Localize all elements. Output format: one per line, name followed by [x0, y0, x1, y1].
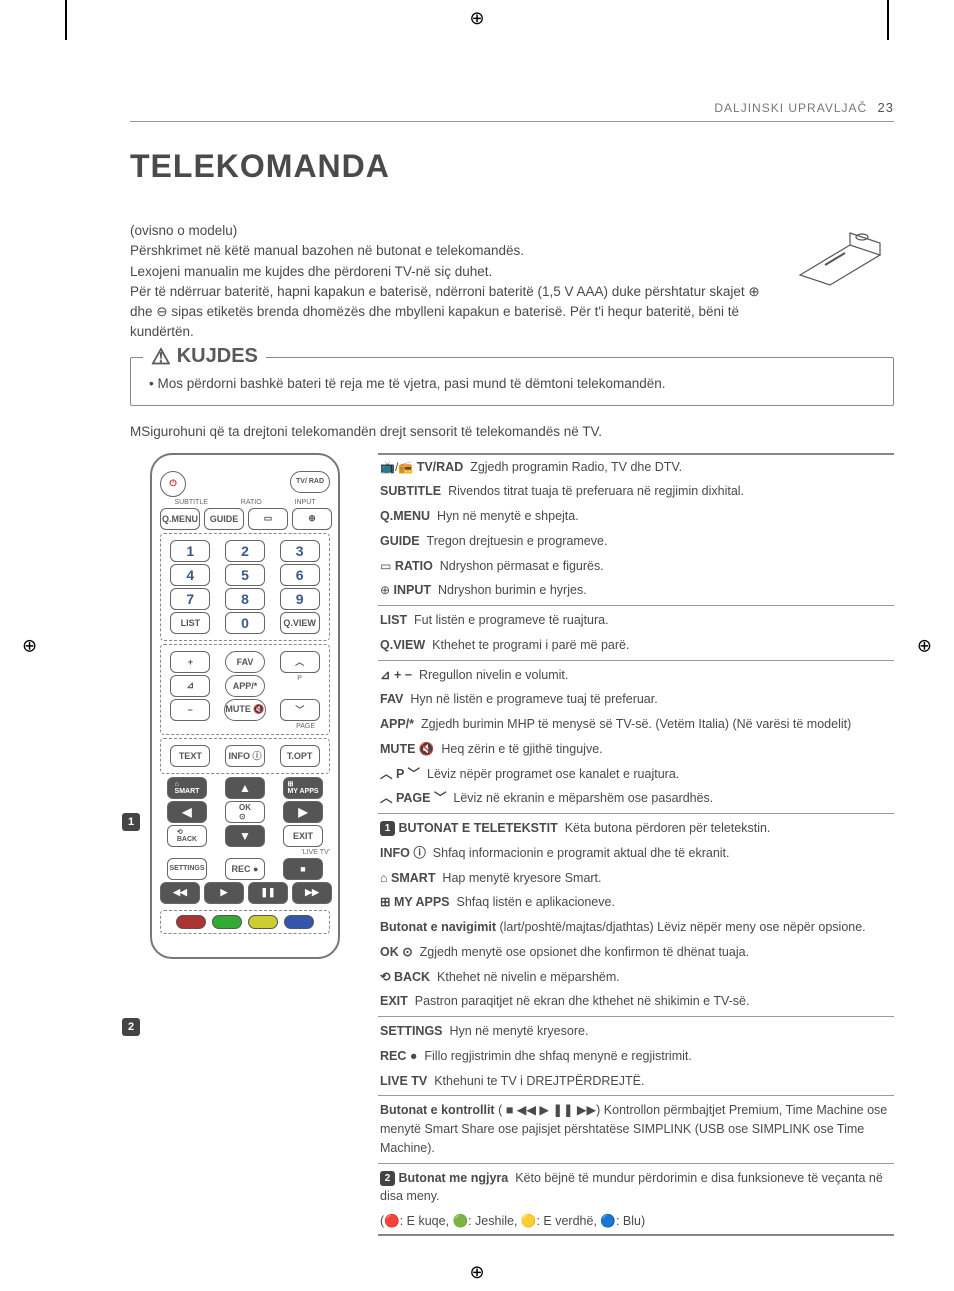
sensor-note: MSigurohuni që ta drejtoni telekomandën …	[130, 424, 894, 439]
ok-button: OK ⊙	[225, 801, 265, 823]
text-button: TEXT	[170, 745, 210, 767]
nav-down: ▼	[225, 825, 265, 847]
vol-up: +	[170, 651, 210, 673]
myapps-button: ⊞ MY APPS	[283, 777, 323, 799]
input-button: ⊕	[292, 508, 332, 530]
tvrad-button: TV/ RAD	[290, 471, 330, 493]
exit-button: EXIT	[283, 825, 323, 847]
intro-subtitle: (ovisno o modelu)	[130, 221, 770, 241]
topt-button: T.OPT	[280, 745, 320, 767]
rec-button: REC ●	[225, 858, 265, 880]
intro-p2: Lexojeni manualin me kujdes dhe përdoren…	[130, 262, 770, 282]
running-header: DALJINSKI UPRAVLJAČ 23	[130, 100, 894, 122]
warning-icon: ⚠	[151, 344, 171, 370]
info-button: INFO ⓘ	[225, 745, 265, 767]
page-number: 23	[878, 100, 894, 115]
intro-text: (ovisno o modelu) Përshkrimet në këtë ma…	[130, 221, 770, 343]
callout-1: 1	[122, 813, 140, 831]
registration-mark: ⊕	[469, 1262, 484, 1283]
caution-body: Mos përdorni bashkë bateri të reja me të…	[149, 368, 875, 391]
stop-button: ■	[283, 858, 323, 880]
nav-left: ◀	[167, 801, 207, 823]
back-button: ⟲ BACK	[167, 825, 207, 847]
qmenu-button: Q.MENU	[160, 508, 200, 530]
smart-button: ⌂ SMART	[167, 777, 207, 799]
callout-2: 2	[122, 1018, 140, 1036]
intro-p3: Për të ndërruar bateritë, hapni kapakun …	[130, 282, 770, 343]
power-button: ⏻	[160, 471, 186, 497]
color-buttons	[160, 910, 330, 934]
registration-mark: ⊕	[469, 8, 484, 29]
mute-button: MUTE 🔇	[224, 699, 265, 721]
number-pad: 123 456 789 LIST0Q.VIEW	[160, 533, 330, 641]
fav-button: FAV	[225, 651, 265, 673]
page-title: TELEKOMANDA	[130, 148, 894, 185]
registration-mark: ⊕	[917, 635, 932, 656]
guide-button: GUIDE	[204, 508, 244, 530]
app-button: APP/*	[225, 675, 265, 697]
nav-right: ▶	[283, 801, 323, 823]
vol-down: −	[170, 699, 210, 721]
caution-box: ⚠ KUJDES Mos përdorni bashkë bateri të r…	[130, 357, 894, 406]
intro-p1: Përshkrimet në këtë manual bazohen në bu…	[130, 241, 770, 261]
remote-illustration: ⏻ TV/ RAD SUBTITLE RATIO INPUT Q.MENU GU…	[150, 453, 340, 959]
battery-illustration	[790, 225, 890, 295]
description-list: 📺/📻 TV/RAD Zgjedh programin Radio, TV dh…	[378, 453, 894, 1236]
header-text: DALJINSKI UPRAVLJAČ	[714, 101, 867, 115]
p-up: ︿	[280, 651, 320, 673]
ratio-button: ▭	[248, 508, 288, 530]
registration-mark: ⊕	[22, 635, 37, 656]
caution-title: ⚠ KUJDES	[143, 344, 266, 370]
p-down: ﹀	[280, 699, 320, 721]
settings-button: SETTINGS	[167, 858, 207, 880]
nav-up: ▲	[225, 777, 265, 799]
